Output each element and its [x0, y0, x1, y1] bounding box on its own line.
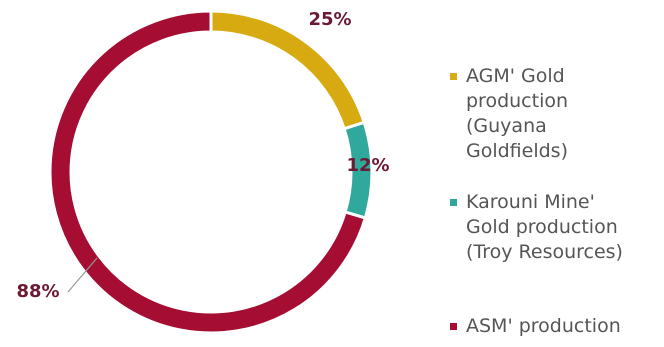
donut-chart: 25% 12% 88%: [16, 9, 390, 335]
legend-swatch-karouni: [450, 199, 457, 206]
legend-label-asm: ASM' production: [466, 315, 621, 337]
legend-label-karouni: Karouni Mine' Gold production (Troy Reso…: [466, 191, 623, 263]
data-label-agm: 25%: [308, 9, 351, 30]
legend-swatch-agm: [450, 73, 457, 80]
donut-slice-agm: [209, 9, 367, 131]
data-label-asm: 88%: [16, 281, 59, 302]
legend-label-agm: AGM' Gold production (Guyana Goldfields): [466, 65, 569, 162]
data-label-karouni: 12%: [346, 155, 389, 176]
donut-slice-karouni: [342, 120, 374, 220]
donut-slice-asm: [48, 9, 368, 335]
legend-swatch-asm: [450, 323, 457, 330]
label-leader-line: [67, 257, 98, 293]
